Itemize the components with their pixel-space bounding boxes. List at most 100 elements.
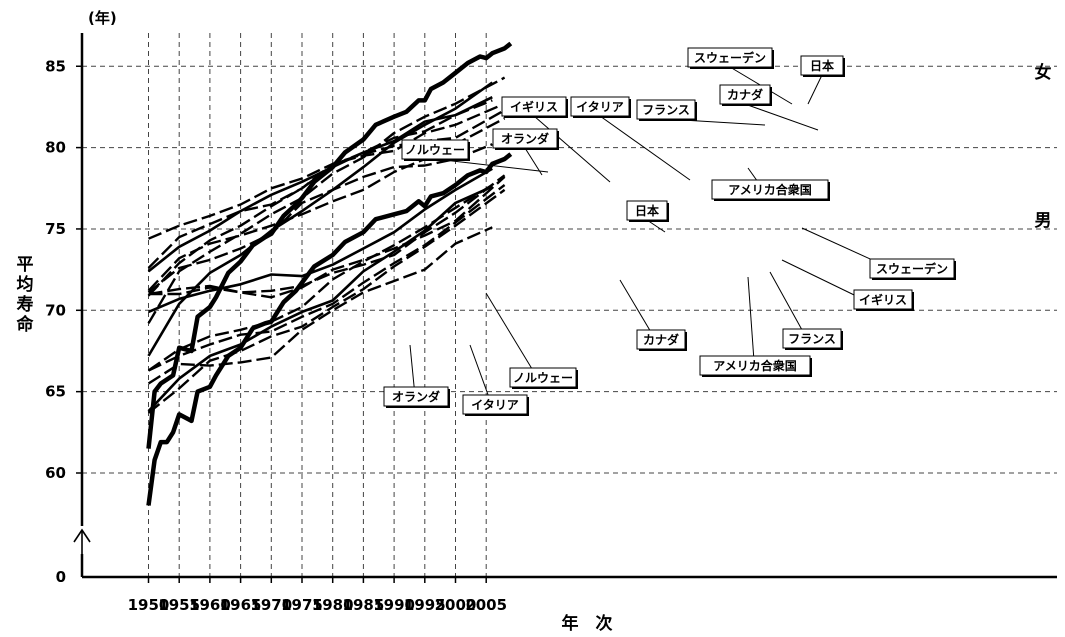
callout-female-5: フランス	[636, 99, 766, 126]
y-axis-title-char: 命	[16, 314, 35, 335]
axes: 1950195519601965197019751980198519901995…	[45, 33, 1057, 614]
callout-label: スウェーデン	[876, 261, 948, 276]
series-line-female-0	[146, 41, 513, 449]
callout-label: カナダ	[643, 332, 679, 347]
callout-box	[636, 329, 686, 350]
callout-female-3: イギリス	[501, 96, 611, 183]
x-tick-label: 2005	[465, 596, 507, 614]
callout-label: オランダ	[392, 389, 440, 404]
callout-label: イギリス	[510, 99, 558, 114]
y-axis-title-char: 平	[17, 255, 34, 275]
callout-box	[570, 96, 630, 117]
callout-label: イタリア	[576, 100, 624, 114]
callout-male-11: イギリス	[781, 259, 914, 311]
callout-leader	[807, 74, 823, 105]
series-line-male-12	[148, 176, 506, 299]
callout-label: カナダ	[727, 87, 763, 102]
series-line-male-16	[147, 184, 506, 372]
x-tick-label: 1960	[189, 596, 231, 614]
callout-male-15: ノルウェー	[485, 292, 578, 389]
callout-male-13: アメリカ合衆国	[699, 276, 812, 377]
callout-box	[509, 367, 577, 388]
x-tick-label: 1955	[158, 596, 200, 614]
x-tick-label: 1950	[128, 596, 170, 614]
callout-female-4: イタリア	[570, 96, 691, 181]
series-line-male-10	[147, 167, 493, 314]
y-axis-title-char: 寿	[17, 294, 34, 315]
y-axis-zero-label: 0	[56, 568, 66, 586]
callout-male-12: フランス	[769, 271, 843, 350]
callout-label: オランダ	[501, 131, 549, 146]
callout-box	[383, 386, 449, 407]
callout-box	[719, 84, 771, 105]
y-axis-title: 平均寿命	[16, 255, 35, 335]
y-axis-title-char: 均	[17, 274, 34, 295]
callout-box	[782, 328, 842, 349]
callout-label: フランス	[642, 103, 690, 117]
y-tick-label: 60	[45, 464, 66, 482]
callout-box	[626, 200, 668, 221]
callout-male-10: スウェーデン	[801, 227, 956, 280]
x-tick-label: 1965	[220, 596, 262, 614]
callout-label: 日本	[810, 58, 834, 73]
callout-box	[687, 47, 773, 68]
series-line-male-14	[147, 183, 493, 372]
callout-box	[492, 128, 558, 149]
callout-label: イタリア	[471, 398, 519, 412]
x-axis-title: 年 次	[562, 613, 613, 634]
callout-leader	[599, 115, 691, 181]
male-group-label: 男	[1035, 211, 1052, 231]
callout-male-9: 日本	[626, 200, 669, 233]
callout-label: イギリス	[859, 292, 907, 307]
callout-male-16: イタリア	[462, 344, 529, 416]
series-line-male-13	[147, 188, 506, 414]
callout-box	[699, 355, 811, 376]
x-tick-label: 1970	[250, 596, 292, 614]
callout-label: 日本	[635, 203, 659, 218]
callout-box	[501, 96, 567, 117]
x-tick-label: 1985	[343, 596, 385, 614]
callout-box	[462, 394, 528, 415]
x-tick-label: 1980	[312, 596, 354, 614]
series-line-male-15	[147, 185, 493, 413]
callout-female-8: アメリカ合衆国	[711, 167, 830, 201]
series-line-female-2	[148, 102, 506, 240]
callout-male-17: オランダ	[383, 344, 450, 408]
y-tick-label: 65	[45, 383, 66, 401]
callout-box	[711, 179, 829, 200]
callout-label: フランス	[788, 332, 836, 346]
series-line-male-17	[147, 226, 493, 385]
series-lines	[146, 41, 513, 506]
y-tick-label: 80	[45, 139, 66, 157]
callout-female-6: オランダ	[492, 128, 559, 176]
y-tick-label: 85	[45, 57, 66, 75]
x-tick-label: 2000	[435, 596, 477, 614]
callout-female-2: カナダ	[719, 84, 819, 131]
callout-box	[853, 289, 913, 310]
y-tick-label: 70	[45, 301, 66, 319]
callout-label: アメリカ合衆国	[713, 358, 796, 373]
callout-label: ノルウェー	[405, 143, 465, 157]
callout-leader	[533, 115, 611, 183]
y-tick-label: 75	[45, 220, 66, 238]
callout-box	[869, 258, 955, 279]
series-line-female-5	[147, 99, 493, 297]
callout-leader	[744, 103, 819, 131]
callout-label: アメリカ合衆国	[728, 182, 811, 197]
callout-female-1: 日本	[800, 55, 845, 105]
axis-labels: (年) 年 次 平均寿命 女 男	[16, 9, 1052, 634]
callout-box	[636, 99, 696, 120]
series-line-female-6	[147, 81, 494, 357]
y-unit-label: (年)	[88, 9, 117, 27]
callout-box	[800, 55, 844, 76]
series-line-female-8	[147, 143, 493, 294]
callout-leader	[434, 158, 549, 173]
callout-female-7: ノルウェー	[401, 139, 549, 173]
callout-male-14: カナダ	[619, 279, 687, 351]
series-line-female-1	[147, 96, 493, 273]
callout-label: スウェーデン	[694, 50, 766, 65]
x-tick-label: 1995	[404, 596, 446, 614]
x-tick-label: 1990	[373, 596, 415, 614]
